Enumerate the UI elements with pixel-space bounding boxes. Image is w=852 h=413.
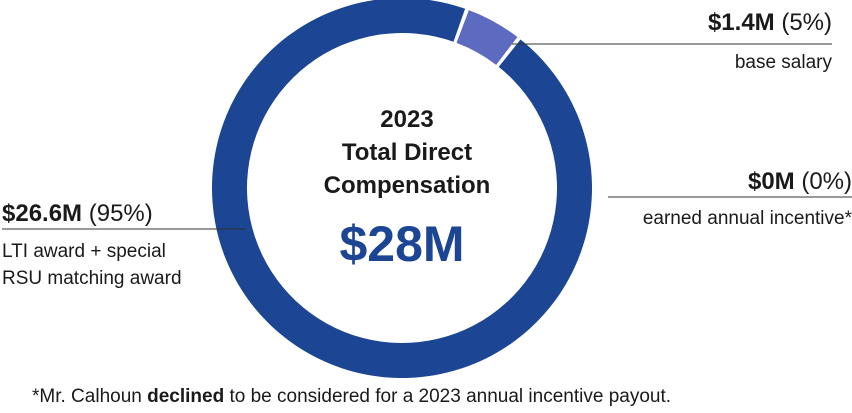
incentive-space bbox=[795, 168, 802, 195]
footnote-text-end: to be considered for a 2023 annual incen… bbox=[224, 386, 672, 407]
lti-description-line-2: RSU matching award bbox=[2, 268, 182, 289]
center-label: 2023 Total Direct Compensation $28M bbox=[324, 106, 491, 272]
slice-label-annual-incentive: $0M (0%) earned annual incentive* bbox=[643, 168, 852, 229]
slice-label-lti: $26.6M (95%) LTI award + special RSU mat… bbox=[2, 200, 182, 289]
donut-chart: 2023 Total Direct Compensation $28M $1.4… bbox=[2, 0, 852, 378]
footnote-bold-declined: declined bbox=[147, 386, 225, 407]
slice-label-incentive-amount: $0M (0%) bbox=[748, 168, 852, 195]
incentive-percent: (0%) bbox=[801, 168, 852, 195]
center-title-line-1: 2023 bbox=[380, 106, 433, 133]
incentive-description: earned annual incentive* bbox=[643, 208, 852, 229]
lti-description-line-1: LTI award + special bbox=[2, 241, 166, 262]
lti-space bbox=[82, 200, 89, 227]
lti-percent: (95%) bbox=[89, 200, 153, 227]
center-title-line-3: Compensation bbox=[324, 172, 491, 199]
base-salary-percent: (5%) bbox=[781, 9, 832, 36]
center-title-line-2: Total Direct bbox=[342, 139, 472, 166]
base-salary-value: $1.4M bbox=[708, 9, 775, 36]
slice-label-lti-amount: $26.6M (95%) bbox=[2, 200, 153, 227]
incentive-value: $0M bbox=[748, 168, 795, 195]
base-salary-space bbox=[775, 9, 782, 36]
footnote-text-start: *Mr. Calhoun bbox=[32, 386, 148, 407]
slice-label-base-salary-amount: $1.4M (5%) bbox=[708, 9, 832, 36]
center-total-value: $28M bbox=[339, 216, 464, 272]
leader-lines bbox=[2, 43, 852, 230]
base-salary-description: base salary bbox=[735, 52, 833, 73]
lti-value: $26.6M bbox=[2, 200, 82, 227]
donut-slices bbox=[212, 0, 592, 378]
slice-label-base-salary: $1.4M (5%) base salary bbox=[708, 9, 833, 73]
slice-base-salary bbox=[456, 10, 518, 65]
footnote: *Mr. Calhoun declined to be considered f… bbox=[32, 386, 671, 408]
